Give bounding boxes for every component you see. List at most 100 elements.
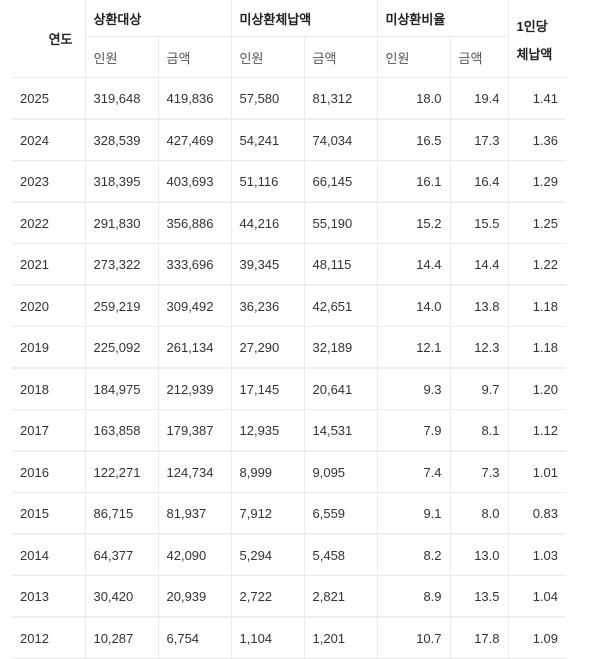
cell-per-capita: 1.22 <box>507 243 567 286</box>
cell-ratio-people: 7.9 <box>376 409 451 452</box>
cell-per-capita: 1.36 <box>507 118 567 161</box>
cell-year: 2024 <box>12 118 86 161</box>
cell-unpaid-amount: 74,034 <box>303 118 378 161</box>
cell-ratio-amount: 9.7 <box>449 367 509 410</box>
cell-unpaid-amount: 66,145 <box>303 160 378 203</box>
cell-ratio-amount: 17.8 <box>449 616 509 659</box>
cell-target-amount: 124,734 <box>157 450 232 493</box>
header-row-subcolumns: 인원 금액 인원 금액 인원 금액 <box>12 36 566 78</box>
cell-ratio-amount: 7.3 <box>449 450 509 493</box>
cell-ratio-amount: 14.4 <box>449 243 509 286</box>
cell-unpaid-people: 44,216 <box>230 201 305 244</box>
cell-per-capita: 1.03 <box>507 533 567 576</box>
cell-target-people: 30,420 <box>84 575 159 618</box>
cell-target-amount: 356,886 <box>157 201 232 244</box>
table-row: 2016 122,271 124,734 8,999 9,095 7.4 7.3 1.01 <box>12 450 567 493</box>
cell-ratio-people: 16.5 <box>376 118 451 161</box>
table-body: 2025 319,648 419,836 57,580 81,312 18.0 19.4 1.… <box>12 77 567 659</box>
header-per-capita: 1인당 체납액 <box>507 0 567 78</box>
cell-unpaid-amount: 81,312 <box>303 77 378 120</box>
cell-per-capita: 1.29 <box>507 160 567 203</box>
cell-target-amount: 419,836 <box>157 77 232 120</box>
cell-target-people: 328,539 <box>84 118 159 161</box>
cell-ratio-amount: 13.0 <box>449 533 509 576</box>
table-row: 2018 184,975 212,939 17,145 20,641 9.3 9.7 1.20 <box>12 367 567 410</box>
cell-target-people: 319,648 <box>84 77 159 120</box>
header-repay-target: 상환대상 <box>84 0 232 37</box>
cell-ratio-amount: 17.3 <box>449 118 509 161</box>
cell-unpaid-people: 1,104 <box>230 616 305 659</box>
cell-unpaid-amount: 48,115 <box>303 243 378 286</box>
cell-ratio-amount: 13.5 <box>449 575 509 618</box>
table-row: 2017 163,858 179,387 12,935 14,531 7.9 8.1 1.12 <box>12 409 567 452</box>
subheader-unpaid-amount: 금액 <box>303 36 378 78</box>
cell-unpaid-people: 8,999 <box>230 450 305 493</box>
cell-ratio-amount: 19.4 <box>449 77 509 120</box>
cell-ratio-amount: 16.4 <box>449 160 509 203</box>
cell-unpaid-people: 7,912 <box>230 492 305 535</box>
cell-unpaid-people: 17,145 <box>230 367 305 410</box>
header-unpaid-ratio: 미상환비율 <box>376 0 509 37</box>
cell-unpaid-people: 54,241 <box>230 118 305 161</box>
cell-year: 2018 <box>12 367 86 410</box>
cell-unpaid-people: 51,116 <box>230 160 305 203</box>
cell-year: 2023 <box>12 160 86 203</box>
cell-unpaid-people: 39,345 <box>230 243 305 286</box>
cell-year: 2020 <box>12 284 86 327</box>
cell-year: 2022 <box>12 201 86 244</box>
header-per-capita-line1: 1인당 <box>516 18 548 34</box>
cell-target-amount: 427,469 <box>157 118 232 161</box>
cell-per-capita: 1.20 <box>507 367 567 410</box>
cell-unpaid-amount: 2,821 <box>303 575 378 618</box>
table-row: 2013 30,420 20,939 2,722 2,821 8.9 13.5 1.04 <box>12 575 567 618</box>
cell-unpaid-amount: 14,531 <box>303 409 378 452</box>
cell-target-amount: 179,387 <box>157 409 232 452</box>
cell-year: 2019 <box>12 326 86 369</box>
cell-target-people: 291,830 <box>84 201 159 244</box>
header-year: 연도 <box>12 0 86 78</box>
cell-target-amount: 20,939 <box>157 575 232 618</box>
cell-target-people: 318,395 <box>84 160 159 203</box>
cell-year: 2012 <box>12 616 86 659</box>
table-row: 2023 318,395 403,693 51,116 66,145 16.1 16.4 1.… <box>12 160 567 203</box>
cell-unpaid-amount: 6,559 <box>303 492 378 535</box>
cell-unpaid-amount: 42,651 <box>303 284 378 327</box>
subheader-target-people: 인원 <box>84 36 159 78</box>
cell-ratio-people: 9.1 <box>376 492 451 535</box>
cell-unpaid-people: 36,236 <box>230 284 305 327</box>
cell-year: 2016 <box>12 450 86 493</box>
cell-ratio-amount: 15.5 <box>449 201 509 244</box>
cell-unpaid-amount: 9,095 <box>303 450 378 493</box>
cell-target-amount: 81,937 <box>157 492 232 535</box>
cell-ratio-amount: 8.1 <box>449 409 509 452</box>
cell-ratio-people: 8.9 <box>376 575 451 618</box>
cell-target-amount: 261,134 <box>157 326 232 369</box>
cell-ratio-people: 16.1 <box>376 160 451 203</box>
cell-unpaid-amount: 55,190 <box>303 201 378 244</box>
cell-year: 2025 <box>12 77 86 120</box>
cell-target-amount: 212,939 <box>157 367 232 410</box>
table-row: 2025 319,648 419,836 57,580 81,312 18.0 19.4 1.… <box>12 77 567 120</box>
cell-target-people: 163,858 <box>84 409 159 452</box>
cell-ratio-amount: 8.0 <box>449 492 509 535</box>
cell-target-amount: 42,090 <box>157 533 232 576</box>
cell-per-capita: 0.83 <box>507 492 567 535</box>
cell-ratio-people: 8.2 <box>376 533 451 576</box>
cell-ratio-people: 9.3 <box>376 367 451 410</box>
cell-unpaid-amount: 1,201 <box>303 616 378 659</box>
cell-per-capita: 1.25 <box>507 201 567 244</box>
cell-target-people: 10,287 <box>84 616 159 659</box>
cell-per-capita: 1.04 <box>507 575 567 618</box>
subheader-unpaid-people: 인원 <box>230 36 305 78</box>
subheader-ratio-amount: 금액 <box>449 36 509 78</box>
cell-ratio-people: 10.7 <box>376 616 451 659</box>
cell-per-capita: 1.09 <box>507 616 567 659</box>
table-row: 2024 328,539 427,469 54,241 74,034 16.5 17.3 1.… <box>12 118 567 161</box>
subheader-target-amount: 금액 <box>157 36 232 78</box>
cell-target-people: 122,271 <box>84 450 159 493</box>
table-row: 2021 273,322 333,696 39,345 48,115 14.4 14.4 1.… <box>12 243 567 286</box>
cell-target-amount: 309,492 <box>157 284 232 327</box>
cell-year: 2015 <box>12 492 86 535</box>
cell-unpaid-people: 27,290 <box>230 326 305 369</box>
table-row: 2015 86,715 81,937 7,912 6,559 9.1 8.0 0.83 <box>12 492 567 535</box>
